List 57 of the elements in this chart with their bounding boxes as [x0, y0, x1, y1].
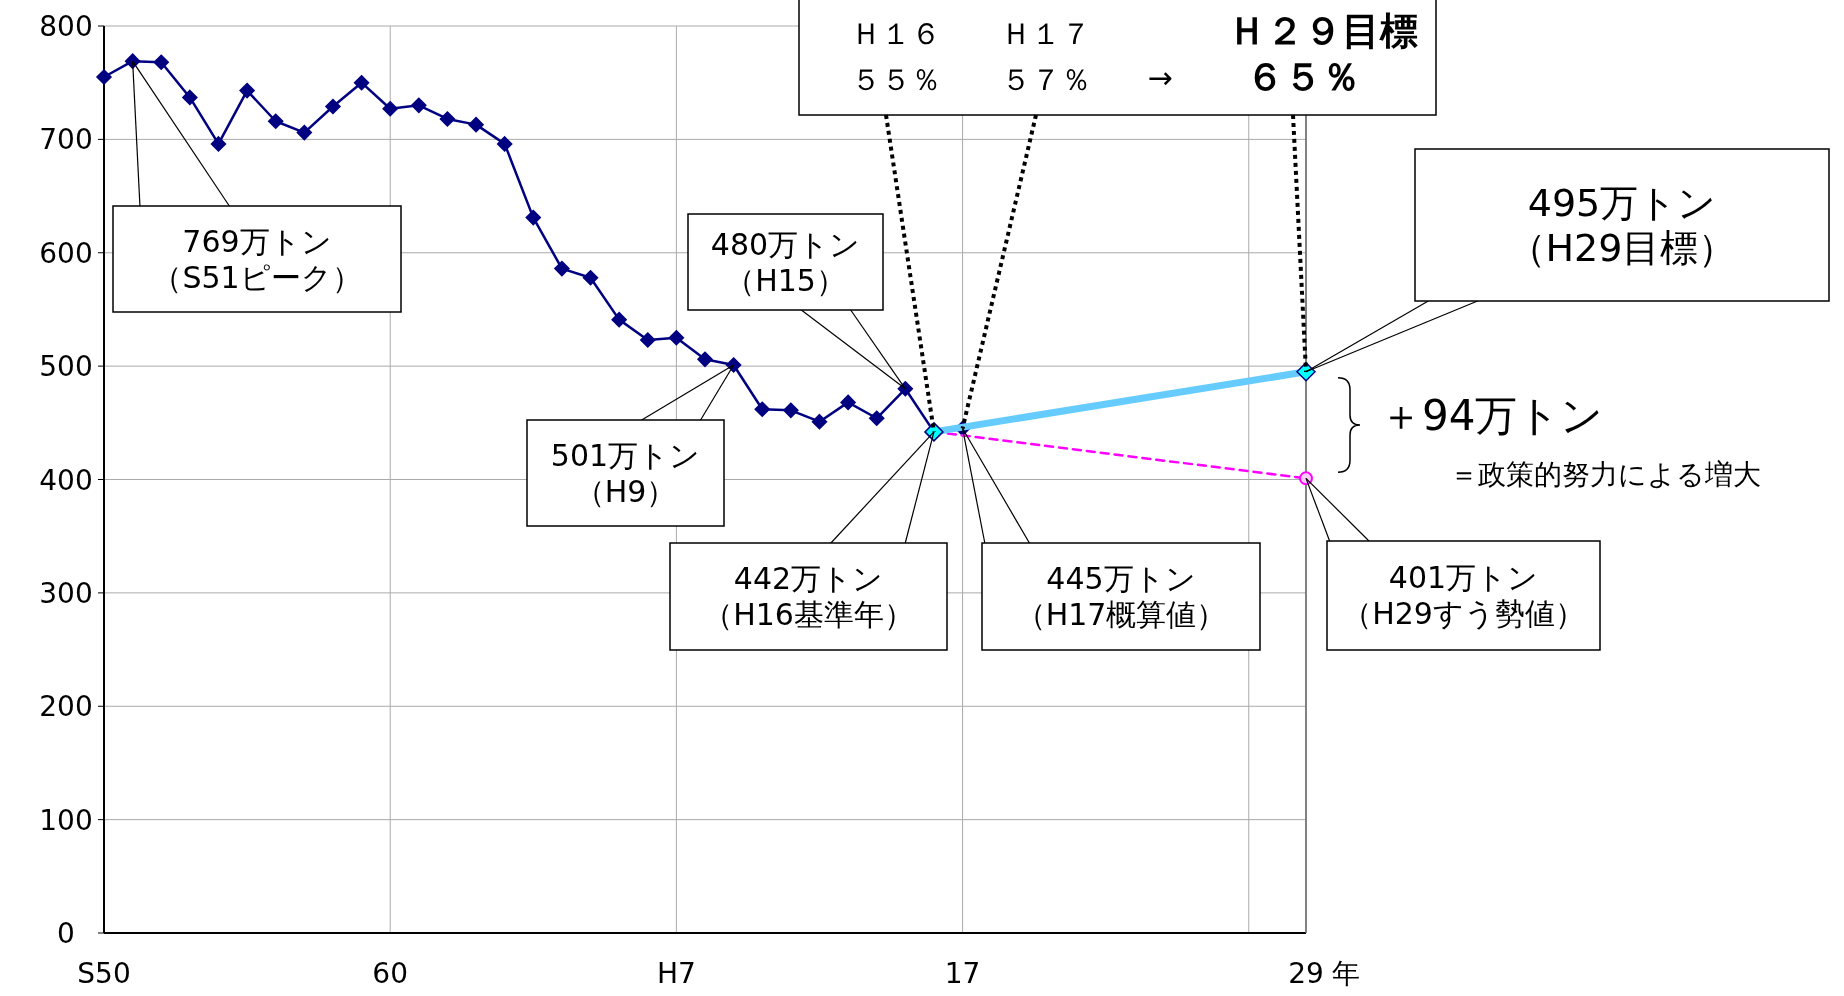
annotation: 445万トン（H17概算値）	[1015, 561, 1227, 632]
point	[554, 260, 570, 277]
annotation: Ｈ２９目標	[1228, 9, 1418, 53]
annotation: ５７％	[1001, 62, 1091, 97]
annotation: →	[1147, 60, 1173, 95]
y-tick-label: 100	[39, 803, 93, 837]
annotation: 401万トン（H29すう勢値）	[1342, 560, 1585, 631]
y-tick-label: 700	[39, 123, 93, 157]
point	[153, 54, 169, 71]
point	[210, 136, 227, 152]
point	[697, 351, 713, 368]
point	[525, 209, 542, 226]
point	[296, 124, 313, 141]
text: ＝政策的努力による増大	[1450, 458, 1761, 491]
y-tick-label: 500	[39, 350, 93, 384]
x-tick-label: 60	[372, 957, 409, 990]
point	[267, 113, 284, 129]
y-tick-label: 400	[39, 463, 93, 497]
point	[411, 97, 427, 114]
point	[182, 89, 198, 106]
point	[468, 116, 484, 133]
annotation: 442万トン（H16基準年）	[703, 561, 914, 632]
point	[840, 394, 856, 411]
x-tick-label: H7	[656, 957, 696, 990]
annotation: Ｈ１６	[851, 16, 941, 51]
x-tick-label: 17	[944, 957, 981, 990]
x-axis-title: 年	[1332, 957, 1360, 990]
annotation: Ｈ１７	[1001, 16, 1091, 51]
annotation: ５５％	[851, 62, 941, 97]
annotation: 769万トン（S51ピーク）	[152, 223, 362, 295]
y-tick-label: 0	[57, 917, 75, 950]
point	[754, 401, 770, 417]
point	[96, 69, 112, 85]
y-tick-label: 200	[39, 690, 93, 724]
point	[382, 101, 398, 117]
annotation: 480万トン（H15）	[710, 226, 861, 298]
point	[582, 269, 599, 286]
text: ＋94万トン	[1380, 391, 1604, 440]
point	[868, 410, 885, 427]
x-tick-label: 29	[1288, 957, 1324, 990]
point	[611, 311, 627, 328]
point	[325, 98, 341, 115]
y-tick-label: 600	[39, 236, 93, 270]
point	[239, 82, 255, 99]
point	[496, 136, 513, 152]
point	[353, 74, 370, 91]
x-tick-label: S50	[77, 957, 131, 990]
point	[668, 330, 685, 346]
point	[811, 413, 828, 430]
point	[783, 402, 799, 419]
y-tick-label: 800	[39, 10, 93, 43]
annotation: 501万トン（H9）	[550, 437, 701, 509]
annotation: ６５％	[1246, 55, 1360, 99]
point	[640, 332, 656, 348]
point	[439, 111, 456, 127]
annotation: 495万トン（H29目標）	[1507, 180, 1737, 271]
y-tick-label: 300	[39, 576, 93, 610]
